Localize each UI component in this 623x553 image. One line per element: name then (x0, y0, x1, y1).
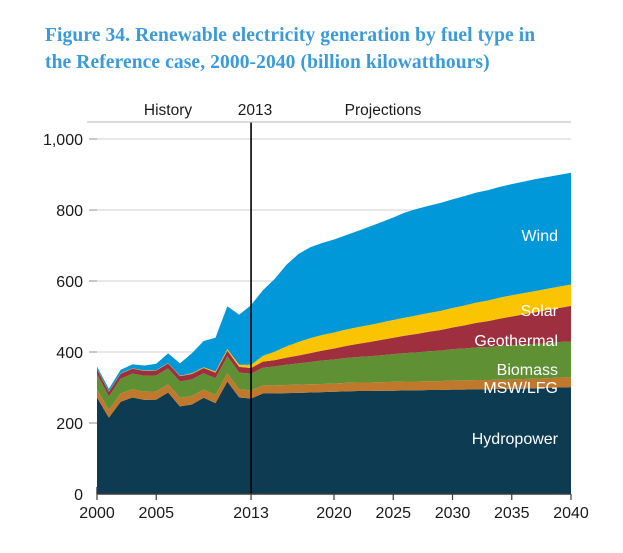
projections-label: Projections (345, 102, 422, 119)
y-tick-label: 600 (56, 274, 83, 291)
x-tick-label: 2040 (553, 505, 589, 522)
area-series-geothermal (97, 305, 571, 397)
x-tick-label: 2013 (233, 505, 269, 522)
series-label-solar: Solar (521, 303, 559, 320)
series-label-geothermal: Geothermal (474, 333, 558, 350)
series-label-wind: Wind (522, 228, 558, 245)
axis-lines (87, 121, 572, 500)
series-label-msw-lfg: MSW/LFG (483, 380, 558, 397)
x-tick-label: 2030 (435, 505, 471, 522)
era-annotations: History 2013 Projections (144, 102, 422, 119)
x-axis-tick-labels: 2000 2005 2013 2020 2025 2030 2035 2040 (79, 505, 589, 522)
area-series-group (97, 172, 571, 494)
series-label-biomass: Biomass (497, 362, 558, 379)
area-series-msw-lfg (97, 373, 571, 418)
y-tick-label: 200 (56, 416, 83, 433)
area-series-hydropower (97, 381, 571, 494)
series-label-hydropower: Hydropower (472, 431, 559, 448)
y-tick-label: 0 (74, 487, 83, 504)
x-tick-label: 2035 (494, 505, 530, 522)
history-label: History (144, 102, 192, 119)
y-axis-tick-labels: 0 200 400 600 800 1,000 (43, 132, 83, 504)
area-series-biomass (97, 341, 571, 410)
area-series-wind (97, 172, 571, 392)
x-tick-label: 2005 (138, 505, 174, 522)
divider-year-label: 2013 (238, 102, 272, 119)
y-tick-label: 800 (56, 203, 83, 220)
x-tick-label: 2025 (375, 505, 411, 522)
y-tick-label: 400 (56, 345, 83, 362)
page-title: Figure 34. Renewable electricity generat… (45, 25, 536, 73)
x-tick-label: 2020 (316, 505, 352, 522)
x-tick-label: 2000 (79, 505, 115, 522)
y-tick-label: 1,000 (43, 132, 83, 149)
area-series-solar (97, 284, 571, 392)
